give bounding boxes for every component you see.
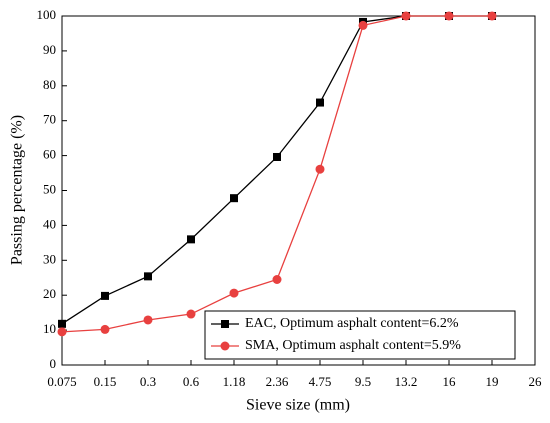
y-axis-label: Passing percentage (%) <box>9 115 26 265</box>
series-line <box>61 15 492 333</box>
legend-marker <box>220 341 230 351</box>
data-point <box>273 152 281 161</box>
y-tick-label: 90 <box>43 42 56 57</box>
legend-text: EAC, Optimum asphalt content=6.2% <box>245 316 459 331</box>
data-point <box>57 327 67 337</box>
legend-box <box>204 310 516 360</box>
data-point <box>58 319 66 328</box>
x-tick-label: 0.075 <box>47 374 76 389</box>
y-tick-label: 20 <box>43 286 56 301</box>
data-point <box>230 194 238 203</box>
x-tick-label: 9.5 <box>355 374 371 389</box>
x-tick-label: 4.75 <box>309 374 332 389</box>
data-point <box>100 324 110 334</box>
y-tick-label: 30 <box>43 251 56 266</box>
y-tick-label: 50 <box>43 181 56 196</box>
data-point <box>143 315 153 325</box>
x-tick-label: 16 <box>443 374 457 389</box>
legend-marker <box>221 320 229 328</box>
data-point <box>444 11 454 21</box>
y-tick-label: 10 <box>43 321 56 336</box>
x-tick-label: 2.36 <box>266 374 289 389</box>
y-tick-label: 70 <box>43 112 56 127</box>
data-point <box>358 20 368 30</box>
y-tick-label: 40 <box>43 216 56 231</box>
x-axis-label: Sieve size (mm) <box>246 397 350 414</box>
x-tick-label: 13.2 <box>395 374 418 389</box>
x-tick-label: 0.6 <box>183 374 200 389</box>
y-tick-label: 80 <box>43 77 56 92</box>
x-tick-label: 0.15 <box>94 374 117 389</box>
data-point <box>316 98 324 107</box>
y-tick-label: 100 <box>37 7 57 22</box>
data-point <box>186 309 196 319</box>
x-tick-label: 26 <box>529 374 543 389</box>
data-point <box>487 11 497 21</box>
y-tick-label: 0 <box>50 356 57 371</box>
data-point <box>272 274 282 284</box>
data-point <box>229 288 239 298</box>
data-point <box>101 291 109 300</box>
data-point <box>187 235 195 244</box>
data-point <box>401 11 411 21</box>
data-point <box>315 164 325 174</box>
data-point <box>144 272 152 281</box>
x-tick-label: 19 <box>486 374 499 389</box>
legend-text: SMA, Optimum asphalt content=5.9% <box>245 338 461 353</box>
y-tick-label: 60 <box>43 147 56 162</box>
x-tick-label: 0.3 <box>140 374 156 389</box>
x-tick-label: 1.18 <box>223 374 246 389</box>
